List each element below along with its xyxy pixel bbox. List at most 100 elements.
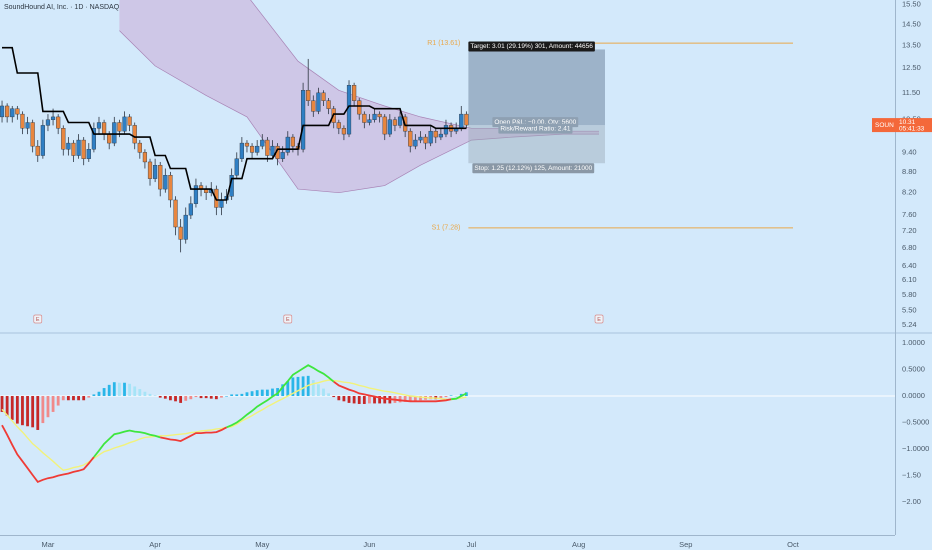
y-tick-label: 9.40 [902,147,917,156]
macd-tick-label: −0.5000 [902,418,929,427]
x-tick-label: Oct [787,540,800,549]
earnings-label: E [597,317,601,323]
y-tick-label: 13.50 [902,40,921,49]
candle-body [81,139,86,159]
candle-body [464,113,469,126]
histogram-bar [204,396,208,399]
histogram-bar [347,396,351,403]
candle-body [443,125,449,135]
histogram-bar [26,396,29,427]
price-tag-symbol: SOUN [875,122,894,129]
histogram-bar [281,384,285,397]
candle-body [40,125,45,156]
candle-body [290,136,295,147]
stop-label-bg [472,163,595,174]
macd-tick-label: 0.0000 [902,391,925,400]
candle-body [377,113,382,118]
candle-body [50,116,56,120]
candle-body [122,116,127,132]
histogram-bar [10,396,14,420]
histogram-bar [36,396,40,430]
x-tick-label: Jul [467,540,477,549]
price-tag [872,118,932,133]
candle-body [326,100,331,109]
earnings-label: E [286,317,290,323]
candle-body [112,122,117,144]
y-tick-label: 6.40 [902,261,917,270]
histogram-bar [444,396,448,398]
target-zone [468,49,605,126]
candle-body [285,136,290,153]
histogram-bar [225,396,228,397]
candle-body [158,165,163,190]
pivot-label: R1 (13.61) [427,40,460,47]
histogram-bar [31,396,35,428]
y-tick-label: 7.20 [902,226,917,235]
histogram-bar [327,393,331,397]
candle-body [183,214,188,240]
candle-body [433,130,438,138]
macd-tick-label: −2.00 [902,497,921,506]
histogram-bar [362,396,366,404]
candle-body [101,122,107,135]
candle-body [418,136,423,141]
histogram-bar [102,388,106,397]
histogram-bar [260,389,264,397]
candle-body [45,119,51,126]
y-tick-label: 8.20 [902,188,917,197]
ratio-label: Risk/Reward Ratio: 2.41 [500,125,570,132]
candle-body [321,92,326,101]
histogram-bar [41,396,45,424]
cloud-area [119,0,599,193]
candle-body [413,139,418,147]
histogram-bar [128,383,132,397]
candle-body [173,199,178,228]
candle-body [142,152,148,163]
histogram-bar [0,396,4,412]
candle-body [336,122,341,129]
histogram-bar [61,396,65,401]
histogram-bar [322,388,325,397]
histogram-bar [72,396,75,401]
chart-title: SoundHound AI, Inc. · 1D · NASDAQ [4,4,120,11]
macd-line [333,380,452,403]
histogram-bar [107,384,111,397]
histogram-bar [220,396,223,398]
ratio-label-bg [498,123,573,134]
histogram-bar [46,396,50,418]
price-pane: R1 (13.61) S1 (7.28) Target: 3.01 (29.19%)… [0,0,793,324]
candle-body [300,90,306,150]
histogram-bar [194,396,198,398]
candle-body [107,133,112,144]
candle-body [76,139,81,156]
candle-body [234,158,239,176]
cloud-bottom [119,30,599,194]
y-tick-label: 14.50 [902,19,921,28]
candle-body [352,85,357,101]
x-tick-label: Aug [572,540,585,549]
price-tag-price: 10.31 [899,119,916,126]
histogram-bar [97,391,101,397]
histogram-bar [174,396,177,402]
histogram-bar [189,396,193,400]
histogram-bar [92,394,96,397]
candle-body [168,175,173,201]
histogram-bar [311,380,315,397]
candle-body [244,142,250,147]
macd-tick-label: 1.0000 [902,338,925,347]
histogram-bar [398,396,402,403]
macd-pane [0,364,895,483]
macd-line [451,392,467,401]
candle-body [346,85,352,135]
histogram-bar [112,382,116,397]
candle-body [423,136,428,144]
target-label-bg [468,41,595,52]
candle-body [35,145,40,156]
histogram-bar [403,396,407,402]
candle-body [10,108,15,118]
histogram-bar [271,388,274,397]
candle-body [132,125,137,144]
histogram-bar [21,396,24,426]
